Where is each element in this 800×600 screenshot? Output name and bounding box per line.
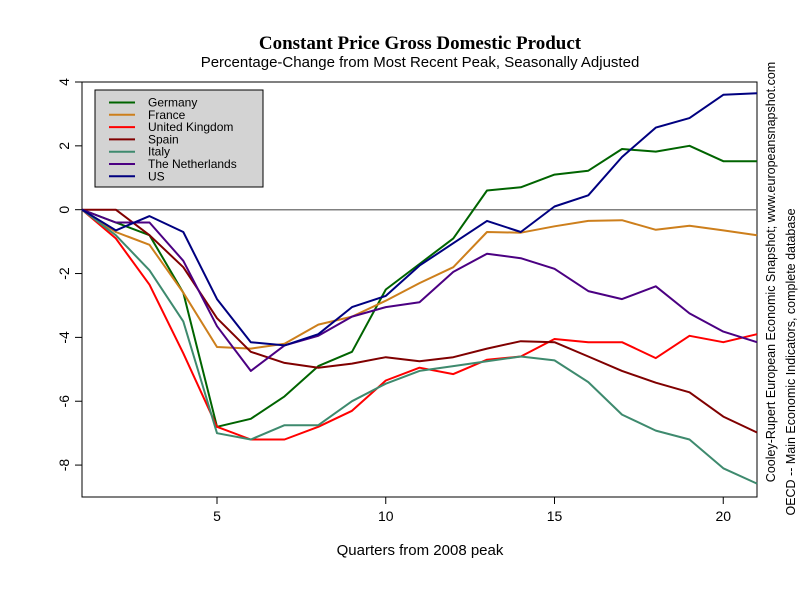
- x-axis-label: Quarters from 2008 peak: [337, 542, 504, 559]
- y-tick-label: 2: [56, 142, 72, 150]
- series-line-france: [81, 208, 758, 350]
- x-tick-label: 10: [378, 508, 394, 524]
- legend-label-italy: Italy: [148, 145, 170, 159]
- y-tick-label: 4: [56, 78, 72, 86]
- legend-label-united-kingdom: United Kingdom: [148, 120, 233, 134]
- plot-frame: [81, 81, 758, 498]
- legend-label-us: US: [148, 169, 165, 183]
- legend-label-the-netherlands: The Netherlands: [148, 157, 237, 171]
- legend-label-germany: Germany: [148, 96, 197, 110]
- y-tick-label: -8: [56, 459, 72, 472]
- series-line-united-kingdom: [81, 208, 758, 441]
- source-note-1: Cooley-Rupert European Economic Snapshot…: [764, 62, 778, 482]
- y-tick-label: -6: [56, 395, 72, 408]
- series-line-germany: [81, 144, 757, 428]
- series-line-the-netherlands: [81, 208, 758, 372]
- y-tick-label: 0: [56, 206, 72, 214]
- y-tick-label: -2: [56, 267, 72, 280]
- y-tick-label: -4: [56, 331, 72, 344]
- x-tick-label: 5: [213, 508, 221, 524]
- legend-label-spain: Spain: [148, 132, 179, 146]
- series-line-us: [81, 92, 758, 347]
- legend-label-france: France: [148, 108, 186, 122]
- chart-subtitle: Percentage-Change from Most Recent Peak,…: [201, 54, 640, 71]
- source-note-2: OECD -- Main Economic Indicators, comple…: [784, 208, 798, 515]
- chart-title: Constant Price Gross Domestic Product: [259, 33, 582, 54]
- x-tick-label: 15: [547, 508, 563, 524]
- x-tick-label: 20: [715, 508, 731, 524]
- series-line-italy: [81, 208, 758, 485]
